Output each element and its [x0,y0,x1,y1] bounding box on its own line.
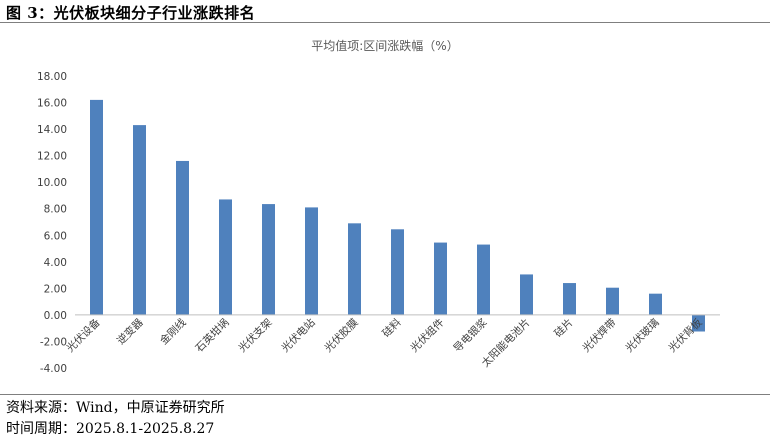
period-note: 时间周期：2025.8.1-2025.8.27 [6,421,215,437]
y-axis-ticks: -4.00 -2.00 0.00 2.00 4.00 6.00 8.00 10.00 12.00… [37,71,67,375]
x-axis-labels: 光伏设备 逆变器 金刚线 石英坩埚 光伏支架 光伏电站 光伏胶膜 硅料 光伏组件 导电银浆太阳能电… [64,315,705,369]
bar-10 [477,244,490,315]
bar-chart: 平均值项:区间涨跌幅（%） -4.00 -2.00 0.00 2.00 4.00 6.00… [37,38,720,375]
bar-8 [391,229,404,315]
bar-3 [176,160,189,315]
bar-12 [563,283,576,315]
figure-title: 图 3：光伏板块细分子行业涨跌排名 [6,4,256,22]
y-tick-label: 18.00 [37,71,67,83]
y-tick-label: -4.00 [40,363,67,375]
y-tick-label: 6.00 [44,230,67,242]
bar-13 [606,287,619,315]
y-tick-label: 10.00 [37,177,67,189]
x-tick-label: 硅片 [552,316,576,340]
x-tick-label: 光伏背板 [666,315,705,354]
y-tick-label: 12.00 [37,151,67,163]
y-tick-label: 16.00 [37,98,67,110]
y-tick-label: 4.00 [44,257,67,269]
x-tick-label: 光伏焊带 [580,316,619,355]
bar-6 [305,207,318,315]
bar-9 [434,242,447,315]
y-tick-label: 14.00 [37,124,67,136]
source-note: 资料来源：Wind，中原证券研究所 [6,400,225,416]
bar-15 [692,314,705,332]
y-tick-label: -2.00 [40,336,67,348]
bar-11 [520,274,533,315]
bars [90,99,705,332]
y-tick-label: 8.00 [44,204,67,216]
x-tick-label: 光伏玻璃 [623,316,662,355]
bottom-rule [0,394,770,395]
bar-5 [262,204,275,315]
bar-2 [133,125,146,315]
chart-title: 平均值项:区间涨跌幅（%） [311,38,458,53]
x-tick-label: 逆变器 [114,315,146,347]
bar-7 [348,223,361,315]
x-tick-label: 光伏胶膜 [322,315,361,354]
bar-1 [90,99,103,315]
x-tick-label: 石英坩埚 [193,316,232,355]
bar-4 [219,199,232,315]
y-tick-label: 2.00 [44,283,67,295]
bar-14 [649,293,662,315]
x-tick-label: 光伏设备 [64,315,103,354]
x-tick-label: 光伏支架 [236,315,275,354]
y-tick-label: 0.00 [44,310,67,322]
x-tick-label: 硅料 [380,315,404,339]
x-tick-label: 光伏电站 [279,315,318,354]
x-tick-label: 金刚线 [157,315,189,347]
top-rule [0,22,770,23]
x-tick-label: 光伏组件 [408,316,447,355]
x-tick-label: 导电银浆 [451,315,490,354]
